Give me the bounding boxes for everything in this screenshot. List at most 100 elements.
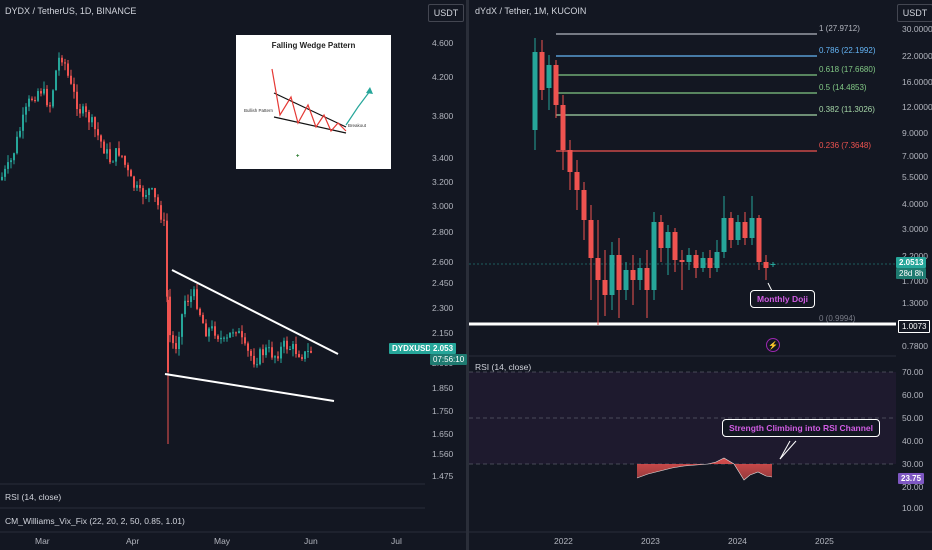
fib-label: 0 (0.9994)	[819, 314, 856, 323]
flash-icon[interactable]: ⚡	[766, 338, 780, 352]
left-currency-button[interactable]: USDT	[428, 4, 464, 22]
left-candle	[247, 343, 249, 351]
right-candle	[714, 252, 720, 268]
left-candle	[184, 300, 186, 315]
left-price-chart	[0, 52, 466, 533]
panel-divider[interactable]	[466, 0, 469, 550]
left-candle	[178, 336, 180, 350]
right-currency-button[interactable]: USDT	[897, 4, 932, 22]
left-time-tick: Jun	[304, 536, 318, 546]
left-candle	[271, 347, 273, 358]
right-candle	[658, 222, 664, 248]
left-candle	[238, 331, 240, 334]
monthly-doji-annotation[interactable]: Monthly Doji	[750, 290, 815, 308]
left-candle	[235, 332, 237, 334]
left-candle	[166, 220, 168, 297]
right-candle	[749, 218, 755, 238]
inset-title: Falling Wedge Pattern	[271, 41, 356, 50]
left-candle	[25, 106, 27, 115]
right-candle	[700, 258, 706, 268]
left-candle	[13, 153, 15, 161]
right-yaxis-tick: 22.0000	[902, 51, 932, 61]
left-candle	[175, 343, 177, 350]
left-candle	[94, 117, 96, 130]
rsi-value-tag: 23.75	[898, 473, 925, 484]
left-candle	[160, 205, 162, 220]
left-candle	[220, 337, 222, 340]
left-candle	[304, 351, 306, 359]
left-candle	[82, 106, 84, 114]
fib-label: 1 (27.9712)	[819, 24, 860, 33]
wedge-upper-trendline	[171, 269, 339, 355]
left-candle	[310, 350, 312, 353]
left-vix-label[interactable]: CM_Williams_Vix_Fix (22, 20, 2, 50, 0.85…	[5, 516, 185, 526]
right-rsi-axis-tick: 30.00	[902, 459, 924, 469]
fib-label: 0.786 (22.1992)	[819, 46, 876, 55]
left-candle	[37, 91, 39, 101]
fib-retracement-group	[556, 33, 817, 152]
right-candle	[763, 262, 769, 268]
right-yaxis-tick: 0.7800	[902, 341, 928, 351]
left-candle	[154, 188, 156, 198]
left-candle	[148, 188, 150, 196]
left-candle	[19, 130, 21, 137]
right-candle	[595, 258, 601, 280]
right-rsi-label[interactable]: RSI (14, close)	[475, 362, 532, 372]
left-candle	[43, 88, 45, 94]
left-candle	[232, 332, 234, 334]
right-time-tick: 2025	[815, 536, 834, 546]
left-chart-title: DYDX / TetherUS, 1D, BINANCE	[5, 6, 137, 16]
right-candle	[665, 232, 671, 248]
left-yaxis-tick: 3.200	[432, 177, 454, 187]
rsi-area	[637, 458, 772, 516]
left-candle	[70, 75, 72, 84]
left-candle	[55, 70, 57, 91]
fib-label: 0.382 (11.3026)	[819, 105, 875, 114]
falling-wedge-inset: Falling Wedge Pattern ✚ Bullish Pattern …	[236, 35, 391, 169]
right-candle	[637, 268, 643, 280]
left-candle	[259, 349, 261, 365]
left-candle	[217, 335, 219, 340]
right-yaxis-tick: 1.3000	[902, 298, 928, 308]
left-symbol-tag: DYDXUSDT	[389, 343, 440, 354]
right-candle	[560, 105, 566, 150]
right-price-tag: 2.0513	[896, 257, 927, 268]
right-yaxis-tick: 7.0000	[902, 151, 928, 161]
left-candle	[4, 168, 6, 177]
left-yaxis-tick: 1.475	[432, 471, 454, 481]
left-candle	[256, 364, 258, 366]
left-yaxis-tick: 1.650	[432, 429, 454, 439]
rsi-channel-annotation[interactable]: Strength Climbing into RSI Channel	[722, 419, 881, 437]
left-candle	[277, 356, 279, 359]
right-yaxis-tick: 3.0000	[902, 224, 928, 234]
left-countdown-tag: 07:56:10	[430, 354, 468, 365]
left-candle	[40, 91, 42, 94]
right-line-tag: 1.0073	[898, 320, 931, 333]
left-candle	[199, 308, 201, 315]
right-candle	[770, 264, 776, 265]
left-candle	[109, 149, 111, 163]
left-candle	[49, 105, 51, 107]
inset-label-breakout: Breakout	[348, 123, 367, 128]
left-candle	[196, 289, 198, 309]
right-candle	[707, 258, 713, 268]
left-candle	[34, 100, 36, 102]
left-candle	[28, 98, 30, 107]
left-candle	[91, 117, 93, 123]
left-candle	[121, 155, 123, 157]
rsi-callout-pointer	[779, 440, 797, 460]
right-time-tick: 2024	[728, 536, 747, 546]
right-rsi-axis-tick: 50.00	[902, 413, 924, 423]
right-chart-title: dYdX / Tether, 1M, KUCOIN	[475, 6, 587, 16]
right-time-tick: 2023	[641, 536, 660, 546]
left-candle	[241, 331, 243, 338]
left-yaxis-tick: 3.800	[432, 111, 454, 121]
left-candle	[10, 160, 12, 163]
left-candle	[265, 347, 267, 356]
left-candle	[298, 354, 300, 358]
left-candle	[127, 164, 129, 171]
right-candle	[721, 218, 727, 252]
right-candle	[539, 52, 545, 90]
left-rsi-label[interactable]: RSI (14, close)	[5, 492, 62, 502]
left-candle	[106, 149, 108, 154]
